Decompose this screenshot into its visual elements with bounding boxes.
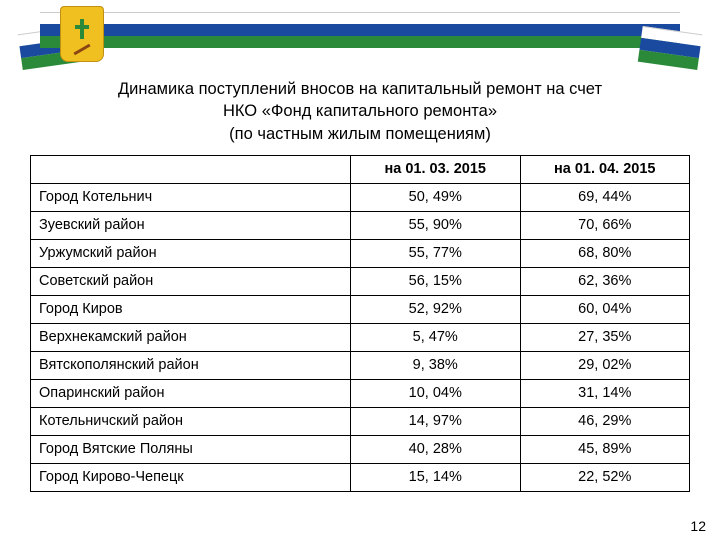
- cell-region: Верхнекамский район: [31, 323, 351, 351]
- table-row: Город Киров52, 92%60, 04%: [31, 295, 690, 323]
- data-table: на 01. 03. 2015 на 01. 04. 2015 Город Ко…: [30, 155, 690, 492]
- cell-region: Опаринский район: [31, 379, 351, 407]
- cell-value: 69, 44%: [520, 183, 690, 211]
- table-row: Уржумский район55, 77%68, 80%: [31, 239, 690, 267]
- cell-region: Котельничский район: [31, 407, 351, 435]
- table-row: Город Котельнич50, 49%69, 44%: [31, 183, 690, 211]
- title-line-2: НКО «Фонд капитального ремонта»: [30, 100, 690, 122]
- table-row: Опаринский район10, 04%31, 14%: [31, 379, 690, 407]
- header-banner: [0, 0, 720, 70]
- cell-value: 29, 02%: [520, 351, 690, 379]
- flag-ribbon: [40, 12, 680, 48]
- cell-value: 10, 04%: [351, 379, 521, 407]
- cell-value: 31, 14%: [520, 379, 690, 407]
- col-header-region: [31, 155, 351, 183]
- cell-value: 55, 77%: [351, 239, 521, 267]
- table-row: Советский район56, 15%62, 36%: [31, 267, 690, 295]
- cell-region: Город Киров: [31, 295, 351, 323]
- cell-value: 40, 28%: [351, 435, 521, 463]
- col-header-date2: на 01. 04. 2015: [520, 155, 690, 183]
- cell-value: 45, 89%: [520, 435, 690, 463]
- table-row: Зуевский район55, 90%70, 66%: [31, 211, 690, 239]
- cell-value: 62, 36%: [520, 267, 690, 295]
- cell-value: 14, 97%: [351, 407, 521, 435]
- page-number: 12: [690, 518, 706, 534]
- cell-region: Советский район: [31, 267, 351, 295]
- cell-value: 60, 04%: [520, 295, 690, 323]
- col-header-date1: на 01. 03. 2015: [351, 155, 521, 183]
- table-row: Город Вятские Поляны40, 28%45, 89%: [31, 435, 690, 463]
- cell-region: Город Вятские Поляны: [31, 435, 351, 463]
- cell-region: Зуевский район: [31, 211, 351, 239]
- cell-region: Город Кирово-Чепецк: [31, 463, 351, 491]
- cell-value: 27, 35%: [520, 323, 690, 351]
- table-row: Вятскополянский район9, 38%29, 02%: [31, 351, 690, 379]
- cell-value: 52, 92%: [351, 295, 521, 323]
- cell-value: 15, 14%: [351, 463, 521, 491]
- region-emblem-icon: [60, 6, 104, 62]
- table-row: Котельничский район14, 97%46, 29%: [31, 407, 690, 435]
- cell-region: Город Котельнич: [31, 183, 351, 211]
- title-line-3: (по частным жилым помещениям): [30, 123, 690, 145]
- table-row: Город Кирово-Чепецк15, 14%22, 52%: [31, 463, 690, 491]
- cell-value: 70, 66%: [520, 211, 690, 239]
- table-row: Верхнекамский район5, 47%27, 35%: [31, 323, 690, 351]
- cell-value: 68, 80%: [520, 239, 690, 267]
- cell-value: 55, 90%: [351, 211, 521, 239]
- cell-region: Уржумский район: [31, 239, 351, 267]
- cell-value: 22, 52%: [520, 463, 690, 491]
- cell-value: 50, 49%: [351, 183, 521, 211]
- ribbon-curl-right: [638, 26, 702, 70]
- table-header-row: на 01. 03. 2015 на 01. 04. 2015: [31, 155, 690, 183]
- cell-value: 9, 38%: [351, 351, 521, 379]
- cell-value: 56, 15%: [351, 267, 521, 295]
- cell-value: 5, 47%: [351, 323, 521, 351]
- cell-value: 46, 29%: [520, 407, 690, 435]
- cell-region: Вятскополянский район: [31, 351, 351, 379]
- slide-title: Динамика поступлений вносов на капитальн…: [0, 70, 720, 151]
- title-line-1: Динамика поступлений вносов на капитальн…: [30, 78, 690, 100]
